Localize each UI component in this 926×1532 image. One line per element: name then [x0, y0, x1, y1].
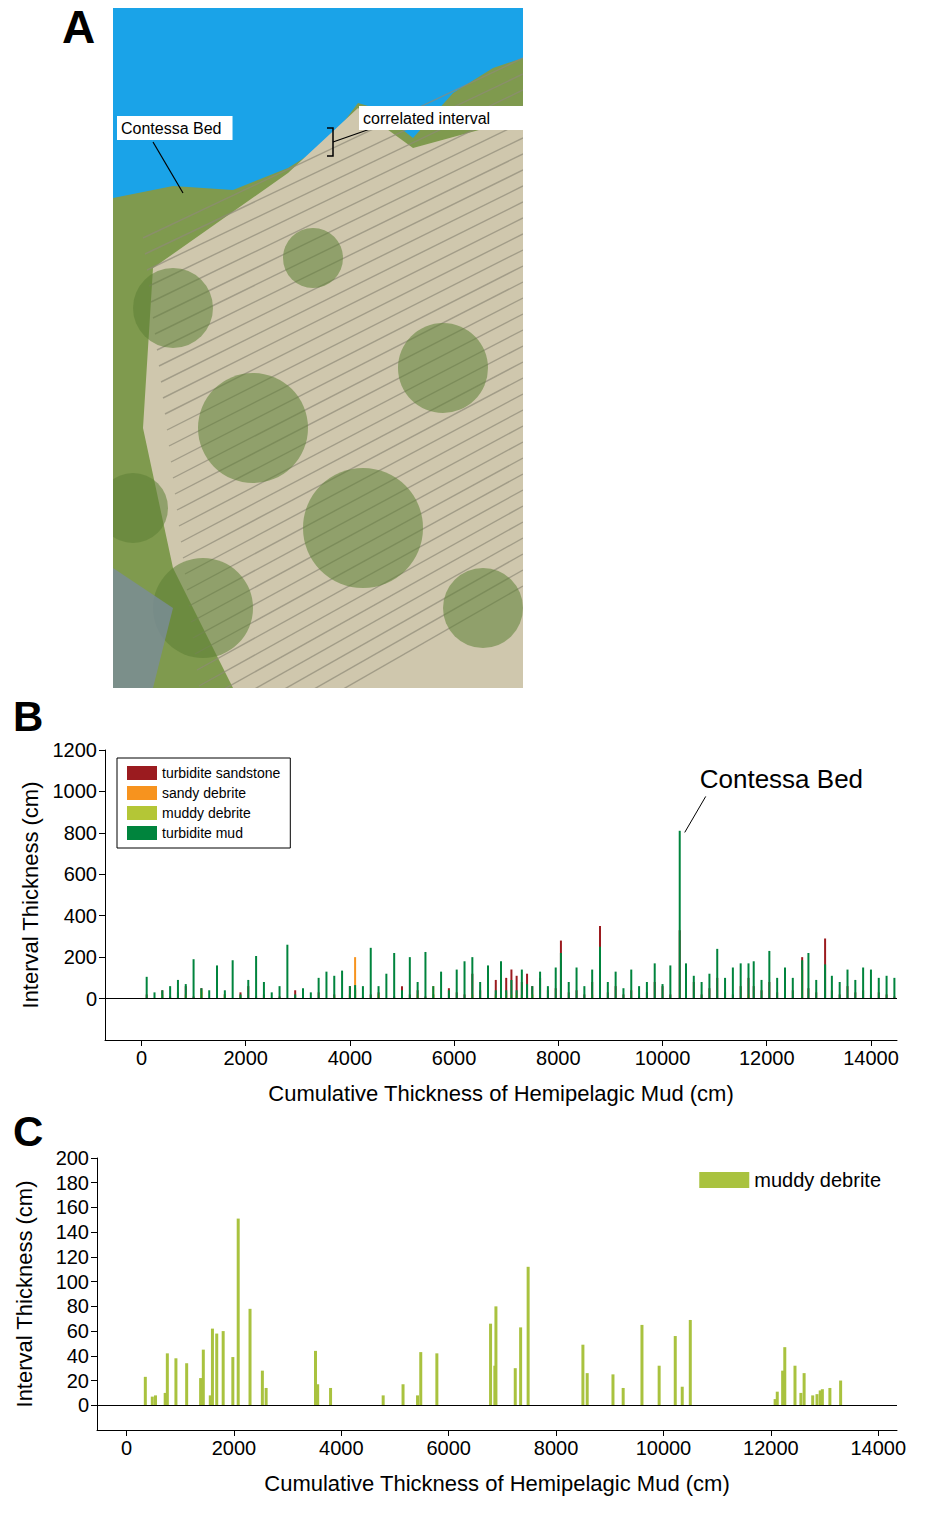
svg-text:12000: 12000	[739, 1047, 795, 1069]
svg-text:8000: 8000	[536, 1047, 581, 1069]
svg-text:200: 200	[56, 1147, 89, 1169]
svg-text:180: 180	[56, 1172, 89, 1194]
svg-text:0: 0	[136, 1047, 147, 1069]
svg-text:2000: 2000	[212, 1437, 256, 1459]
svg-text:200: 200	[64, 946, 97, 968]
svg-text:C: C	[13, 1108, 43, 1155]
svg-text:120: 120	[56, 1246, 89, 1268]
svg-text:14000: 14000	[850, 1437, 906, 1459]
svg-text:160: 160	[56, 1196, 89, 1218]
svg-text:60: 60	[67, 1320, 89, 1342]
svg-text:4000: 4000	[328, 1047, 373, 1069]
svg-text:B: B	[13, 693, 43, 740]
svg-text:muddy debrite: muddy debrite	[162, 805, 251, 821]
svg-text:12000: 12000	[743, 1437, 799, 1459]
svg-text:turbidite mud: turbidite mud	[162, 825, 243, 841]
svg-text:10000: 10000	[635, 1047, 691, 1069]
html-text:A: A	[62, 1, 96, 53]
svg-text:140: 140	[56, 1221, 89, 1243]
svg-text:correlated interval: correlated interval	[363, 110, 490, 127]
svg-text:600: 600	[64, 863, 97, 885]
svg-text:40: 40	[67, 1345, 89, 1367]
svg-text:Interval Thickness (cm): Interval Thickness (cm)	[12, 1181, 37, 1408]
svg-text:Contessa Bed: Contessa Bed	[700, 764, 863, 794]
svg-text:10000: 10000	[636, 1437, 692, 1459]
svg-text:80: 80	[67, 1295, 89, 1317]
svg-text:Contessa Bed: Contessa Bed	[121, 120, 222, 137]
svg-text:0: 0	[78, 1394, 89, 1416]
svg-text:20: 20	[67, 1370, 89, 1392]
svg-text:1200: 1200	[53, 739, 98, 761]
svg-text:800: 800	[64, 822, 97, 844]
svg-text:0: 0	[86, 988, 97, 1010]
svg-text:Interval Thickness (cm): Interval Thickness (cm)	[18, 782, 43, 1009]
svg-text:6000: 6000	[426, 1437, 471, 1459]
svg-text:8000: 8000	[534, 1437, 579, 1459]
svg-text:100: 100	[56, 1271, 89, 1293]
svg-text:turbidite sandstone: turbidite sandstone	[162, 765, 281, 781]
svg-text:6000: 6000	[432, 1047, 477, 1069]
svg-text:0: 0	[121, 1437, 132, 1459]
svg-text:muddy debrite: muddy debrite	[754, 1169, 881, 1191]
svg-text:Cumulative Thickness of Hemipe: Cumulative Thickness of Hemipelagic Mud …	[268, 1081, 733, 1106]
svg-text:sandy debrite: sandy debrite	[162, 785, 246, 801]
svg-text:2000: 2000	[223, 1047, 268, 1069]
svg-text:Cumulative Thickness of Hemipe: Cumulative Thickness of Hemipelagic Mud …	[264, 1471, 729, 1496]
svg-text:400: 400	[64, 905, 97, 927]
svg-text:4000: 4000	[319, 1437, 364, 1459]
svg-text:14000: 14000	[843, 1047, 899, 1069]
svg-text:1000: 1000	[53, 780, 98, 802]
